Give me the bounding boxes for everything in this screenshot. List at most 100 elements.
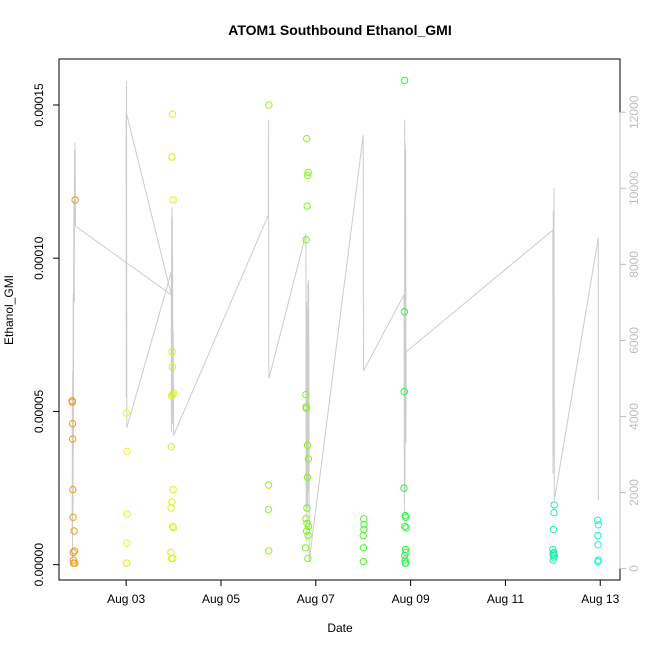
y2-tick-label: 2000 xyxy=(627,479,641,506)
data-point xyxy=(123,539,131,547)
x-tick-label: Aug 13 xyxy=(581,592,619,606)
data-point xyxy=(401,556,409,564)
data-point xyxy=(400,484,408,492)
data-point xyxy=(359,557,368,566)
y-axis-label: Ethanol_GMI xyxy=(2,275,16,345)
data-point xyxy=(302,404,311,413)
data-point xyxy=(302,527,311,535)
data-point xyxy=(168,153,176,161)
data-point xyxy=(304,168,312,177)
data-point xyxy=(123,510,131,518)
x-tick-label: Aug 07 xyxy=(297,592,335,606)
data-point xyxy=(400,308,409,316)
data-point xyxy=(122,409,131,417)
data-point xyxy=(303,441,312,449)
data-point xyxy=(550,551,558,560)
data-point xyxy=(167,443,176,451)
data-point xyxy=(264,481,273,489)
data-point xyxy=(303,135,311,143)
y2-tick-label: 6000 xyxy=(627,327,641,354)
data-point xyxy=(302,390,310,399)
data-point xyxy=(594,531,602,540)
data-point xyxy=(265,547,273,555)
data-point xyxy=(303,504,311,512)
data-point xyxy=(169,196,177,204)
data-point xyxy=(71,559,79,567)
axes-layer: Aug 03 Aug 05 Aug 07 Aug 09 Aug 11 Aug 13 0.00… xyxy=(32,58,641,606)
data-point xyxy=(360,525,368,534)
data-point xyxy=(304,554,312,563)
data-point xyxy=(303,202,311,210)
data-point xyxy=(360,515,368,523)
data-point xyxy=(169,554,177,563)
y-tick-label: 0.00015 xyxy=(32,83,46,127)
data-point xyxy=(168,363,177,371)
data-point xyxy=(402,524,410,532)
data-point xyxy=(360,521,368,529)
data-point xyxy=(549,525,557,534)
data-point xyxy=(168,110,177,118)
data-point xyxy=(70,527,78,535)
data-point xyxy=(167,548,175,557)
y-tick-label: 0.00005 xyxy=(32,389,46,433)
data-point xyxy=(302,236,310,244)
data-point xyxy=(594,521,602,529)
x-tick-label: Aug 11 xyxy=(487,592,524,606)
data-point xyxy=(123,447,131,455)
data-point xyxy=(301,544,310,552)
data-point xyxy=(550,501,558,509)
data-point xyxy=(401,522,409,531)
chart-title: ATOM1 Southbound Ethanol_GMI xyxy=(228,22,451,38)
data-point xyxy=(402,513,410,521)
data-point xyxy=(265,101,273,109)
data-point xyxy=(169,524,178,532)
data-point xyxy=(69,548,77,557)
data-point xyxy=(304,522,313,531)
data-point xyxy=(594,556,603,564)
data-point xyxy=(71,196,79,204)
data-point xyxy=(550,548,558,557)
data-point xyxy=(550,508,558,517)
data-point xyxy=(123,559,131,567)
data-point xyxy=(169,485,177,494)
y2-tick-label: 10000 xyxy=(627,171,641,205)
data-point xyxy=(69,485,77,494)
data-point xyxy=(169,389,178,397)
data-point xyxy=(303,473,312,481)
data-point xyxy=(401,545,410,554)
y2-tick-label: 8000 xyxy=(627,251,641,278)
y-tick-label: 0.00000 xyxy=(32,543,46,587)
data-point xyxy=(68,398,77,406)
data-point xyxy=(302,515,310,523)
x-tick-label: Aug 05 xyxy=(202,592,240,606)
data-point xyxy=(359,531,367,540)
data-point xyxy=(69,435,77,443)
data-point xyxy=(304,171,312,180)
data-point xyxy=(359,544,368,552)
data-point xyxy=(400,76,409,85)
y-tick-label: 0.00010 xyxy=(32,236,46,280)
data-point xyxy=(167,504,175,512)
x-tick-label: Aug 03 xyxy=(107,592,145,606)
data-point xyxy=(68,420,77,428)
data-point xyxy=(168,348,176,356)
data-point xyxy=(69,513,77,521)
data-point xyxy=(402,548,410,557)
x-tick-label: Aug 09 xyxy=(392,592,430,606)
data-point xyxy=(593,516,602,524)
grey-line-series xyxy=(71,81,599,562)
x-axis-label: Date xyxy=(327,621,353,635)
data-point xyxy=(304,455,313,463)
y2-tick-label: 0 xyxy=(627,565,641,572)
data-point xyxy=(168,498,176,506)
data-point xyxy=(400,387,408,396)
data-point xyxy=(402,559,410,567)
points-layer xyxy=(68,76,603,567)
data-point xyxy=(70,547,79,555)
line-series-layer xyxy=(71,81,599,562)
y2-tick-label: 12000 xyxy=(627,95,641,129)
data-point xyxy=(304,531,312,540)
y2-tick-label: 4000 xyxy=(627,403,641,430)
